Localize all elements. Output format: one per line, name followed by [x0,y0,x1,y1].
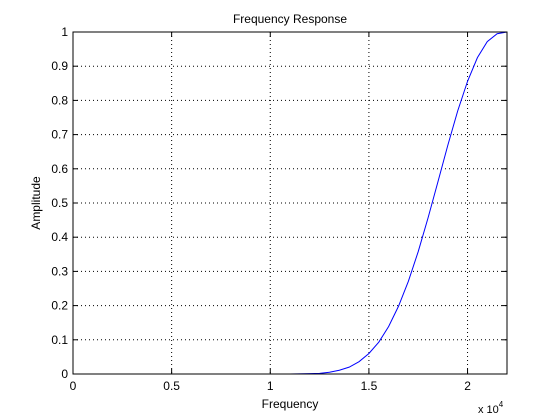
y-tick-label: 0 [61,367,68,381]
y-tick-label: 0.4 [51,230,68,244]
x-tick-label: 1.5 [361,379,378,393]
x-exponent-base: x 10 [478,404,499,416]
y-tick-label: 0.1 [51,333,68,347]
y-tick-label: 0.8 [51,93,68,107]
tick-labels: 0 0.5 1 1.5 2 0 0.1 0.2 0.3 0.4 0.5 0.6 0.7 0.8 0.9 1 [51,25,471,393]
y-tick-label: 1 [61,25,68,39]
x-axis-exponent: x 104 [478,400,504,416]
y-tick-label: 0.3 [51,264,68,278]
y-tick-label: 0.7 [51,128,68,142]
y-tick-label: 0.2 [51,299,68,313]
y-axis-label: Amplitude [29,176,43,230]
x-tick-label: 0 [70,379,77,393]
x-tick-label: 0.5 [163,379,180,393]
x-exponent-power: 4 [499,400,504,409]
x-tick-label: 1 [267,379,274,393]
grid [73,32,507,374]
x-tick-label: 2 [464,379,471,393]
y-tick-label: 0.9 [51,59,68,73]
y-tick-label: 0.6 [51,162,68,176]
chart-title: Frequency Response [233,12,347,26]
y-tick-label: 0.5 [51,196,68,210]
axis-ticks [72,31,507,375]
x-axis-label: Frequency [262,397,319,411]
